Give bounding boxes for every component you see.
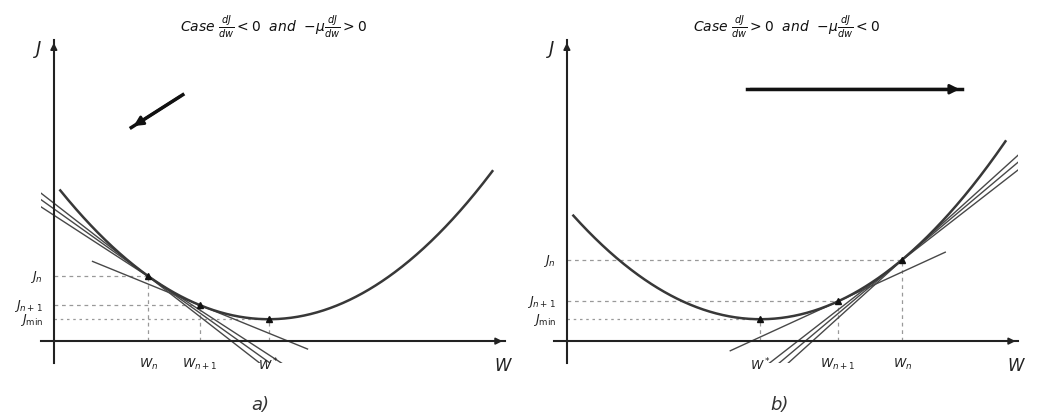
Text: $W$: $W$	[1007, 356, 1025, 374]
Text: $W_n$: $W_n$	[892, 356, 912, 371]
Text: a): a)	[251, 395, 269, 413]
Text: $J_{\min}$: $J_{\min}$	[20, 311, 43, 328]
Text: $J_{\min}$: $J_{\min}$	[532, 311, 556, 328]
Text: $J$: $J$	[546, 38, 556, 59]
Text: $J_n$: $J_n$	[30, 268, 43, 285]
Text: $W$: $W$	[494, 356, 513, 374]
Title: Case $\frac{dJ}{dw}>0$  and  $-\mu\frac{dJ}{dw}<0$: Case $\frac{dJ}{dw}>0$ and $-\mu\frac{dJ…	[693, 14, 880, 40]
Text: $J_{n+1}$: $J_{n+1}$	[527, 294, 556, 310]
Text: $W_{n+1}$: $W_{n+1}$	[182, 356, 217, 371]
Text: $J_{n+1}$: $J_{n+1}$	[15, 297, 43, 313]
Text: b): b)	[771, 395, 789, 413]
Text: $W_n$: $W_n$	[138, 356, 158, 371]
Text: $W_{n+1}$: $W_{n+1}$	[821, 356, 856, 371]
Text: $J_n$: $J_n$	[544, 252, 556, 268]
Title: Case $\frac{dJ}{dw}<0$  and  $-\mu\frac{dJ}{dw}>0$: Case $\frac{dJ}{dw}<0$ and $-\mu\frac{dJ…	[180, 14, 366, 40]
Text: $W^*$: $W^*$	[258, 356, 280, 373]
Text: $W^*$: $W^*$	[750, 356, 771, 373]
Text: $J$: $J$	[33, 38, 43, 59]
